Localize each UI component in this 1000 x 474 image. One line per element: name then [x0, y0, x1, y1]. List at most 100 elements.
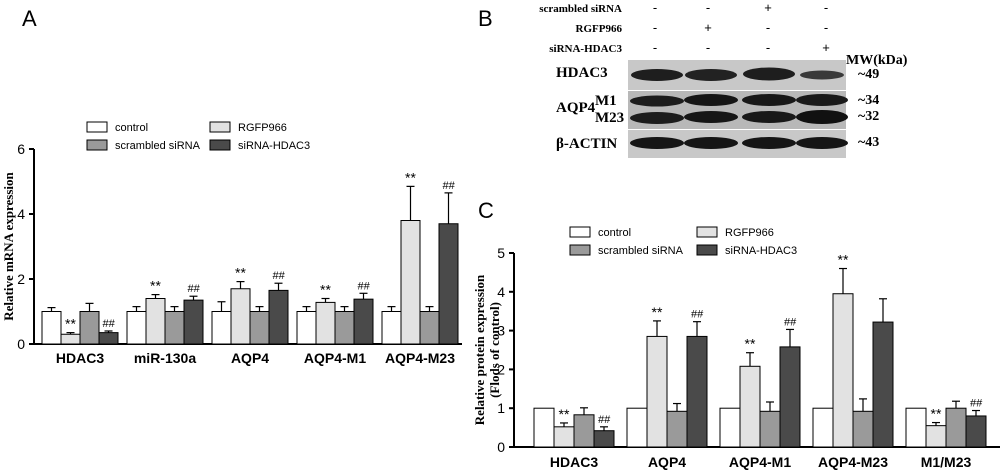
bar [98, 332, 119, 345]
blot-sign: - [706, 40, 710, 55]
protein-expression-chart: 0 1 2 3 4 5 Relative protein expression (Flods … [472, 226, 1000, 470]
y-tick-label: 0 [17, 336, 25, 352]
legend-swatch [86, 121, 108, 133]
bar [945, 407, 967, 448]
blot-sign: - [766, 40, 770, 55]
blot-condition-label: scrambled siRNA [539, 3, 622, 15]
bar [832, 293, 854, 448]
significance-marker: ** [559, 406, 570, 422]
y-tick-label: 2 [497, 361, 505, 377]
significance-marker: ## [970, 398, 983, 410]
blot-condition-label: RGFP966 [576, 23, 623, 35]
blot-label-hdac3: HDAC3 [556, 65, 608, 81]
bar [126, 311, 147, 345]
blot-mw-actin: ~43 [858, 135, 879, 150]
blot-mw-m1: ~34 [858, 93, 879, 108]
bar [381, 311, 402, 345]
y-tick-label: 4 [17, 206, 25, 222]
blot-sign: - [653, 40, 657, 55]
blot-mw-m23: ~32 [858, 109, 879, 124]
blot-sign: - [766, 20, 770, 35]
legend-swatch [696, 244, 718, 256]
y-axis-label: (Flods of control) [487, 302, 502, 398]
legend-swatch [209, 121, 231, 133]
significance-marker: ## [102, 318, 115, 330]
blot-sign: - [824, 20, 828, 35]
bar [739, 365, 761, 448]
blot-image-hdac3 [628, 60, 846, 90]
y-tick-label: 1 [497, 400, 505, 416]
significance-marker: ## [272, 270, 285, 282]
legend-swatch [569, 226, 591, 238]
significance-marker: ** [838, 252, 849, 268]
legend-swatch [696, 226, 718, 238]
y-tick-label: 6 [17, 141, 25, 157]
blot-image-actin [628, 130, 848, 158]
legend-label: scrambled siRNA [115, 140, 201, 152]
y-tick-label: 3 [497, 323, 505, 339]
blot-label-actin: β-ACTIN [556, 136, 617, 152]
significance-marker: ## [784, 316, 797, 328]
panel-b-letter: B [478, 6, 493, 31]
bar [41, 311, 62, 345]
y-tick-label: 4 [497, 284, 505, 300]
significance-marker: ## [357, 280, 370, 292]
category-label: miR-130a [134, 350, 196, 366]
bar [965, 415, 987, 448]
category-label: HDAC3 [550, 454, 598, 470]
legend-swatch [86, 139, 108, 151]
blot-sign: - [706, 0, 710, 15]
significance-marker: ** [745, 336, 756, 352]
western-blot-panel: scrambled siRNA RGFP966 siRNA-HDAC3 - - + -… [539, 0, 908, 158]
blot-condition-label: siRNA-HDAC3 [549, 43, 622, 55]
blot-sign: + [822, 40, 830, 55]
bar [593, 430, 615, 448]
bar [164, 311, 185, 345]
legend-label: control [115, 122, 148, 134]
bar [646, 335, 668, 448]
bar [79, 311, 100, 345]
significance-marker: ## [691, 309, 704, 321]
category-label: AQP4-M23 [818, 454, 888, 470]
bar [438, 223, 459, 345]
significance-marker: ** [65, 316, 76, 332]
blot-sign: + [764, 0, 772, 15]
bar [759, 410, 781, 448]
y-axis-label: Relative mRNA expression [1, 171, 16, 320]
bar [183, 299, 204, 345]
bar [400, 220, 421, 345]
category-label: AQP4-M1 [729, 454, 791, 470]
legend-label: RGFP966 [238, 122, 287, 134]
category-label: AQP4 [648, 454, 686, 470]
legend-swatch [569, 244, 591, 256]
y-tick-label: 2 [17, 271, 25, 287]
blot-label-m1: M1 [595, 93, 617, 109]
significance-marker: ** [320, 282, 331, 298]
bar [812, 407, 834, 448]
significance-marker: ** [150, 278, 161, 294]
legend-swatch [209, 139, 231, 151]
blot-sign: + [704, 20, 712, 35]
y-tick-label: 0 [497, 439, 505, 455]
significance-marker: ## [187, 283, 200, 295]
bar [211, 311, 232, 345]
bar [852, 410, 874, 448]
bar [230, 288, 251, 345]
bar [334, 311, 355, 345]
bar [296, 311, 317, 345]
bar [60, 333, 81, 345]
legend-label: siRNA-HDAC3 [725, 245, 797, 257]
blot-label-m23: M23 [595, 110, 624, 126]
bar [573, 414, 595, 448]
y-axis-label: Relative protein expression [472, 274, 487, 425]
significance-marker: ** [405, 169, 416, 185]
bar [353, 298, 374, 345]
bar [533, 407, 555, 448]
bar [779, 346, 801, 448]
category-label: HDAC3 [56, 350, 104, 366]
blot-sign: - [653, 20, 657, 35]
category-label: M1/M23 [921, 454, 972, 470]
significance-marker: ** [652, 304, 663, 320]
category-label: AQP4-M1 [304, 350, 366, 366]
